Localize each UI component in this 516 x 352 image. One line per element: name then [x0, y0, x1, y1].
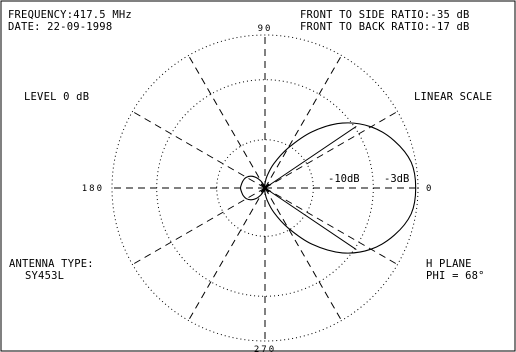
angle-tick-180: 180 — [82, 184, 104, 194]
grid-spoke-240 — [188, 187, 266, 321]
antenna-type-value: SY453L — [25, 270, 65, 282]
grid-spoke-210 — [132, 187, 266, 265]
front-to-back-ratio: FRONT TO BACK RATIO:-17 dB — [300, 21, 470, 33]
angle-tick-270: 270 — [254, 345, 276, 352]
grid-spoke-30 — [264, 111, 398, 189]
scale-label: LINEAR SCALE — [414, 91, 493, 103]
phi-label: PHI = 68° — [426, 270, 485, 282]
radiation-pattern — [239, 122, 417, 254]
beamwidth-line-1 — [264, 187, 357, 251]
grid-spoke-300 — [264, 187, 342, 321]
angle-tick-0: 0 — [426, 184, 433, 194]
ring-label-1: -3dB — [384, 173, 409, 185]
level-label: LEVEL 0 dB — [24, 91, 90, 103]
angle-tick-90: 90 — [258, 24, 273, 34]
ring-label-0: -10dB — [328, 173, 360, 185]
frequency-text: FREQUENCY:417.5 MHz — [8, 9, 132, 21]
grid-spoke-150 — [132, 111, 266, 189]
grid-ring-2 — [111, 34, 419, 342]
grid-spoke-120 — [188, 55, 266, 189]
pattern-curve — [239, 122, 417, 254]
grid-spoke-60 — [264, 55, 342, 189]
front-to-side-ratio: FRONT TO SIDE RATIO:-35 dB — [300, 9, 470, 21]
polar-grid: 0 90 180 270 -10dB -3dB — [82, 24, 433, 352]
plane-label: H PLANE — [426, 258, 472, 270]
grid-spoke-330 — [264, 187, 398, 265]
center-marker — [260, 183, 270, 193]
date-text: DATE: 22-09-1998 — [8, 21, 113, 33]
antenna-type-label: ANTENNA TYPE: — [9, 258, 94, 270]
beamwidth-line-0 — [264, 125, 357, 189]
